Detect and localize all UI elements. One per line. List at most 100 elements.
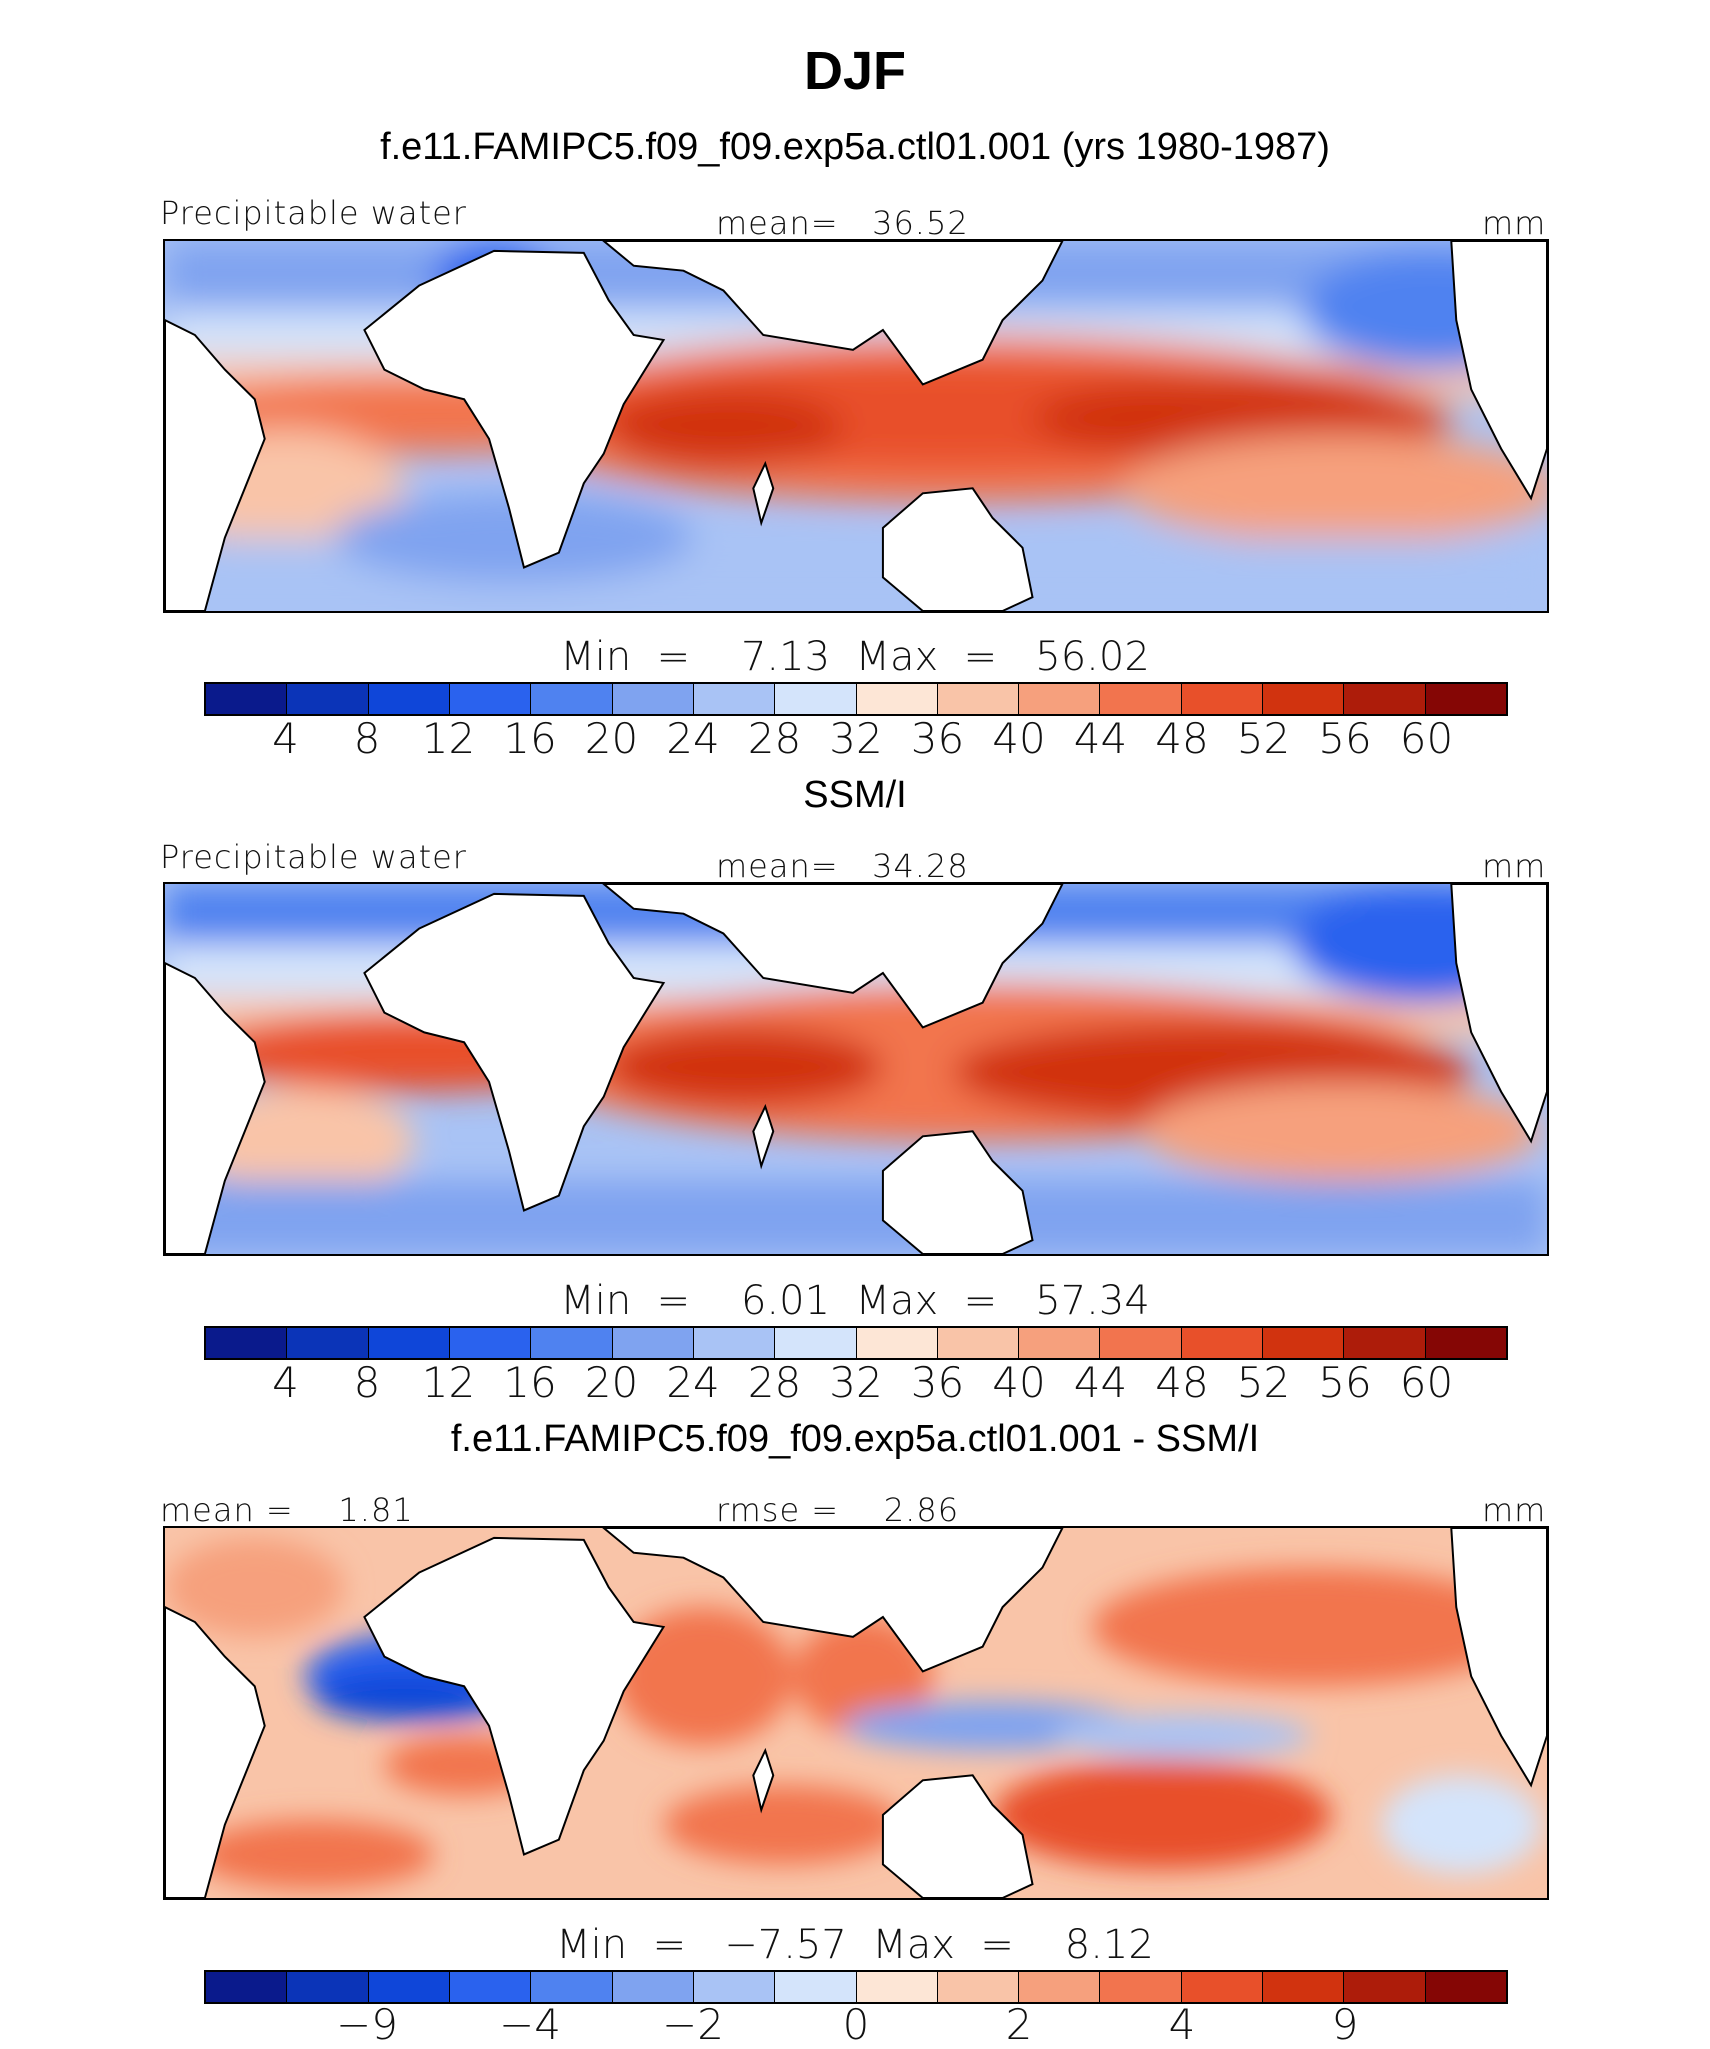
panel-3-min-max: Min = −7.57 Max = 8.12 (556, 1922, 1154, 1968)
panel-2-map (163, 882, 1549, 1256)
panel-2-subtitle: SSM/I (803, 774, 907, 816)
colorbar-swatch (1181, 1972, 1264, 2002)
panel-2-min-max: Min = 6.01 Max = 57.34 (560, 1278, 1150, 1324)
colorbar-swatch (693, 1328, 776, 1358)
colorbar-tick-label: 4 (272, 1358, 299, 1407)
colorbar-swatch (1181, 1328, 1264, 1358)
colorbar-tick-label: 24 (666, 714, 720, 763)
colorbar-swatch (1181, 684, 1264, 714)
panel-2-mean-label: mean= 34.28 (716, 847, 969, 885)
panel-3-colorbar (204, 1970, 1508, 2004)
panel-3-map-svg (165, 1528, 1547, 1898)
colorbar-tick-label: 48 (1155, 1358, 1209, 1407)
colorbar-tick-label: 24 (666, 1358, 720, 1407)
colorbar-swatch (612, 684, 694, 714)
panel-1-subtitle: f.e11.FAMIPC5.f09_f09.exp5a.ctl01.001 (y… (380, 126, 1330, 168)
panel-1-min-max: Min = 7.13 Max = 56.02 (560, 634, 1150, 680)
panel-2-colorbar-ticks: 4 8 12 16 20 24 28 32 36 40 44 48 52 56 60 (204, 1358, 1508, 1407)
colorbar-tick-label: 44 (1073, 714, 1128, 763)
colorbar-swatch (1100, 684, 1182, 714)
colorbar-swatch (449, 1328, 532, 1358)
panel-1-map-svg (165, 241, 1547, 611)
colorbar-swatch (449, 684, 532, 714)
colorbar-swatch (775, 684, 857, 714)
colorbar-swatch (856, 1328, 938, 1358)
colorbar-tick-label: 48 (1155, 714, 1209, 763)
colorbar-tick-label: −4 (499, 2000, 561, 2049)
colorbar-tick-label: 60 (1399, 714, 1454, 763)
colorbar-tick-label: 36 (910, 1358, 965, 1407)
colorbar-tick-label: −2 (662, 2000, 724, 2049)
colorbar-swatch (856, 1972, 938, 2002)
colorbar-tick-label: 12 (421, 1358, 476, 1407)
colorbar-swatch (368, 1328, 450, 1358)
colorbar-tick-label: 32 (829, 714, 883, 763)
colorbar-tick-label: 40 (992, 1358, 1046, 1407)
colorbar-tick-label: 16 (503, 1358, 557, 1407)
panel-1-units-label: mm (1482, 204, 1547, 242)
colorbar-tick-label: 60 (1399, 1358, 1454, 1407)
colorbar-swatch (775, 1972, 857, 2002)
colorbar-swatch (693, 1972, 776, 2002)
panel-1-colorbar (204, 682, 1508, 716)
colorbar-swatch (531, 684, 613, 714)
colorbar-swatch (693, 684, 776, 714)
colorbar-tick-label: 4 (1168, 2000, 1196, 2049)
colorbar-tick-label: 8 (353, 714, 381, 763)
colorbar-swatch (449, 1972, 532, 2002)
colorbar-tick-label: 28 (747, 1358, 802, 1407)
colorbar-swatch (1425, 1972, 1506, 2002)
colorbar-swatch (1344, 1328, 1426, 1358)
colorbar-swatch (1425, 1328, 1506, 1358)
colorbar-swatch (937, 684, 1020, 714)
colorbar-tick-label: 2 (1005, 2000, 1033, 2049)
colorbar-swatch (1344, 1972, 1426, 2002)
colorbar-tick-label: 12 (421, 714, 476, 763)
colorbar-tick-label: 52 (1236, 1358, 1291, 1407)
colorbar-swatch (1425, 684, 1506, 714)
panel-1-map (163, 239, 1549, 613)
panel-3-map (163, 1526, 1549, 1900)
colorbar-swatch (612, 1328, 694, 1358)
panel-1-colorbar-ticks: 4 8 12 16 20 24 28 32 36 40 44 48 52 56 60 (204, 714, 1508, 763)
colorbar-swatch (1019, 1328, 1101, 1358)
colorbar-tick-label: 4 (272, 714, 299, 763)
panel-3-mean-label: mean = 1.81 (160, 1491, 414, 1529)
panel-2-colorbar (204, 1326, 1508, 1360)
colorbar-tick-label: 52 (1236, 714, 1291, 763)
colorbar-swatch (1019, 1972, 1101, 2002)
panel-1-mean-label: mean= 36.52 (716, 204, 969, 242)
colorbar-swatch (287, 684, 369, 714)
colorbar-swatch (612, 1972, 694, 2002)
colorbar-tick-label: 32 (829, 1358, 883, 1407)
colorbar-tick-label: 16 (503, 714, 557, 763)
colorbar-swatch (287, 1328, 369, 1358)
colorbar-swatch (775, 1328, 857, 1358)
colorbar-swatch (1019, 684, 1101, 714)
panel-3-colorbar-ticks: −9 −4 −2 0 2 4 9 (204, 2000, 1508, 2049)
colorbar-tick-label: 28 (747, 714, 802, 763)
colorbar-swatch (1100, 1972, 1182, 2002)
colorbar-swatch (287, 1972, 369, 2002)
panel-3-units-label: mm (1482, 1491, 1547, 1529)
colorbar-swatch (206, 684, 288, 714)
colorbar-tick-label: 8 (353, 1358, 381, 1407)
colorbar-tick-label: 44 (1073, 1358, 1128, 1407)
colorbar-swatch (1263, 1972, 1345, 2002)
colorbar-swatch (1344, 684, 1426, 714)
colorbar-tick-label: 20 (584, 1358, 639, 1407)
panel-2-variable-label: Precipitable water (160, 838, 467, 876)
colorbar-swatch (856, 684, 938, 714)
colorbar-swatch (937, 1328, 1020, 1358)
panel-2-units-label: mm (1482, 847, 1547, 885)
colorbar-swatch (1100, 1328, 1182, 1358)
figure-title: DJF (803, 41, 906, 101)
colorbar-swatch (937, 1972, 1020, 2002)
colorbar-swatch (531, 1328, 613, 1358)
panel-3-subtitle: f.e11.FAMIPC5.f09_f09.exp5a.ctl01.001 - … (450, 1418, 1260, 1460)
colorbar-tick-label: 56 (1318, 1358, 1372, 1407)
colorbar-swatch (368, 1972, 450, 2002)
colorbar-swatch (1263, 1328, 1345, 1358)
panel-1-variable-label: Precipitable water (160, 194, 467, 232)
colorbar-tick-label: 20 (584, 714, 639, 763)
